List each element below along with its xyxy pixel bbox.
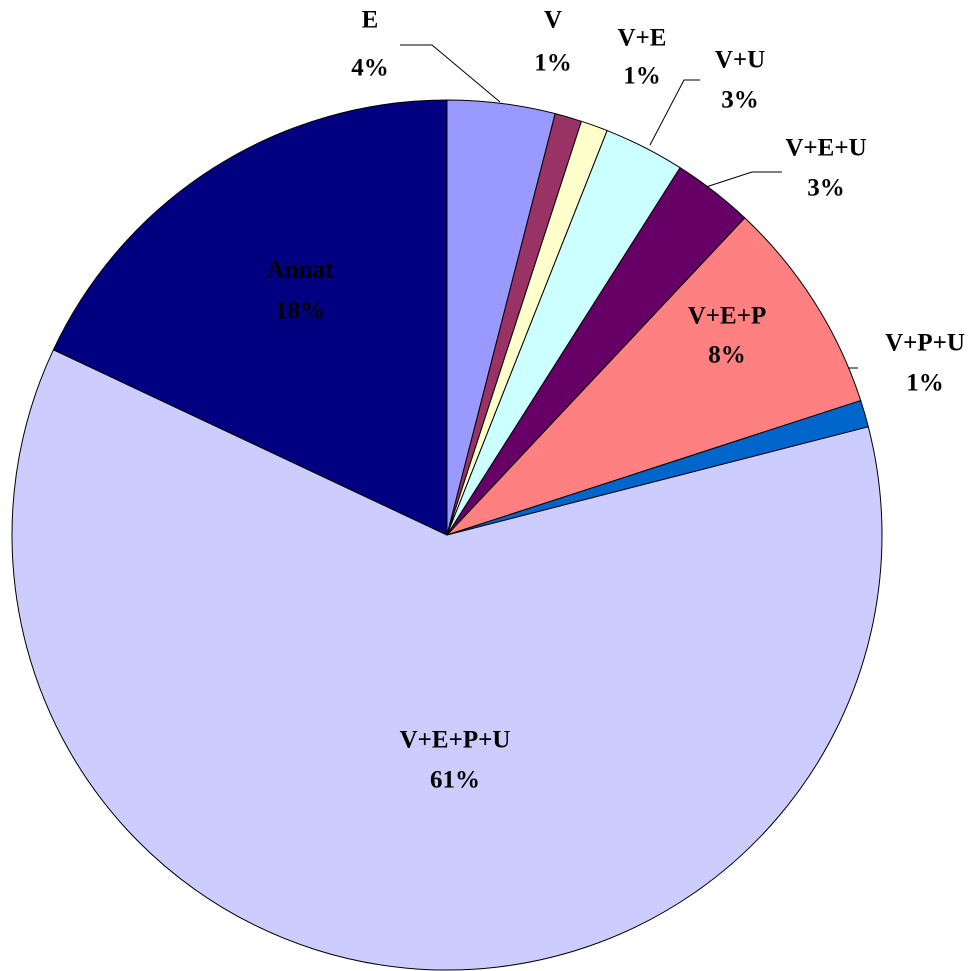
slice-label: E bbox=[362, 7, 379, 34]
leader-line bbox=[649, 79, 700, 146]
slice-value-label: 3% bbox=[807, 175, 845, 202]
pie-slice bbox=[446, 217, 862, 536]
slice-label: Annat bbox=[267, 257, 334, 284]
slice-value-label: 61% bbox=[430, 767, 480, 794]
slice-value-label: 1% bbox=[623, 63, 661, 90]
slice-value-label: 18% bbox=[275, 298, 325, 325]
leader-line bbox=[400, 44, 501, 103]
slice-label: V+U bbox=[715, 47, 765, 74]
slice-label: V bbox=[544, 7, 562, 34]
slice-label: V+E+P bbox=[688, 303, 767, 330]
pie-slice bbox=[11, 349, 883, 971]
leader-line bbox=[705, 171, 782, 188]
slice-value-label: 1% bbox=[906, 370, 944, 397]
slice-label: V+E+U bbox=[785, 135, 866, 162]
slice-value-label: 8% bbox=[708, 342, 746, 369]
slice-label: V+E+P+U bbox=[400, 727, 511, 754]
slice-label: V+E bbox=[618, 25, 667, 52]
pie-slice bbox=[52, 99, 448, 536]
slice-value-label: 4% bbox=[351, 55, 389, 82]
slice-value-label: 1% bbox=[534, 50, 572, 77]
slice-value-label: 3% bbox=[721, 87, 759, 114]
slice-label: V+P+U bbox=[885, 330, 965, 357]
